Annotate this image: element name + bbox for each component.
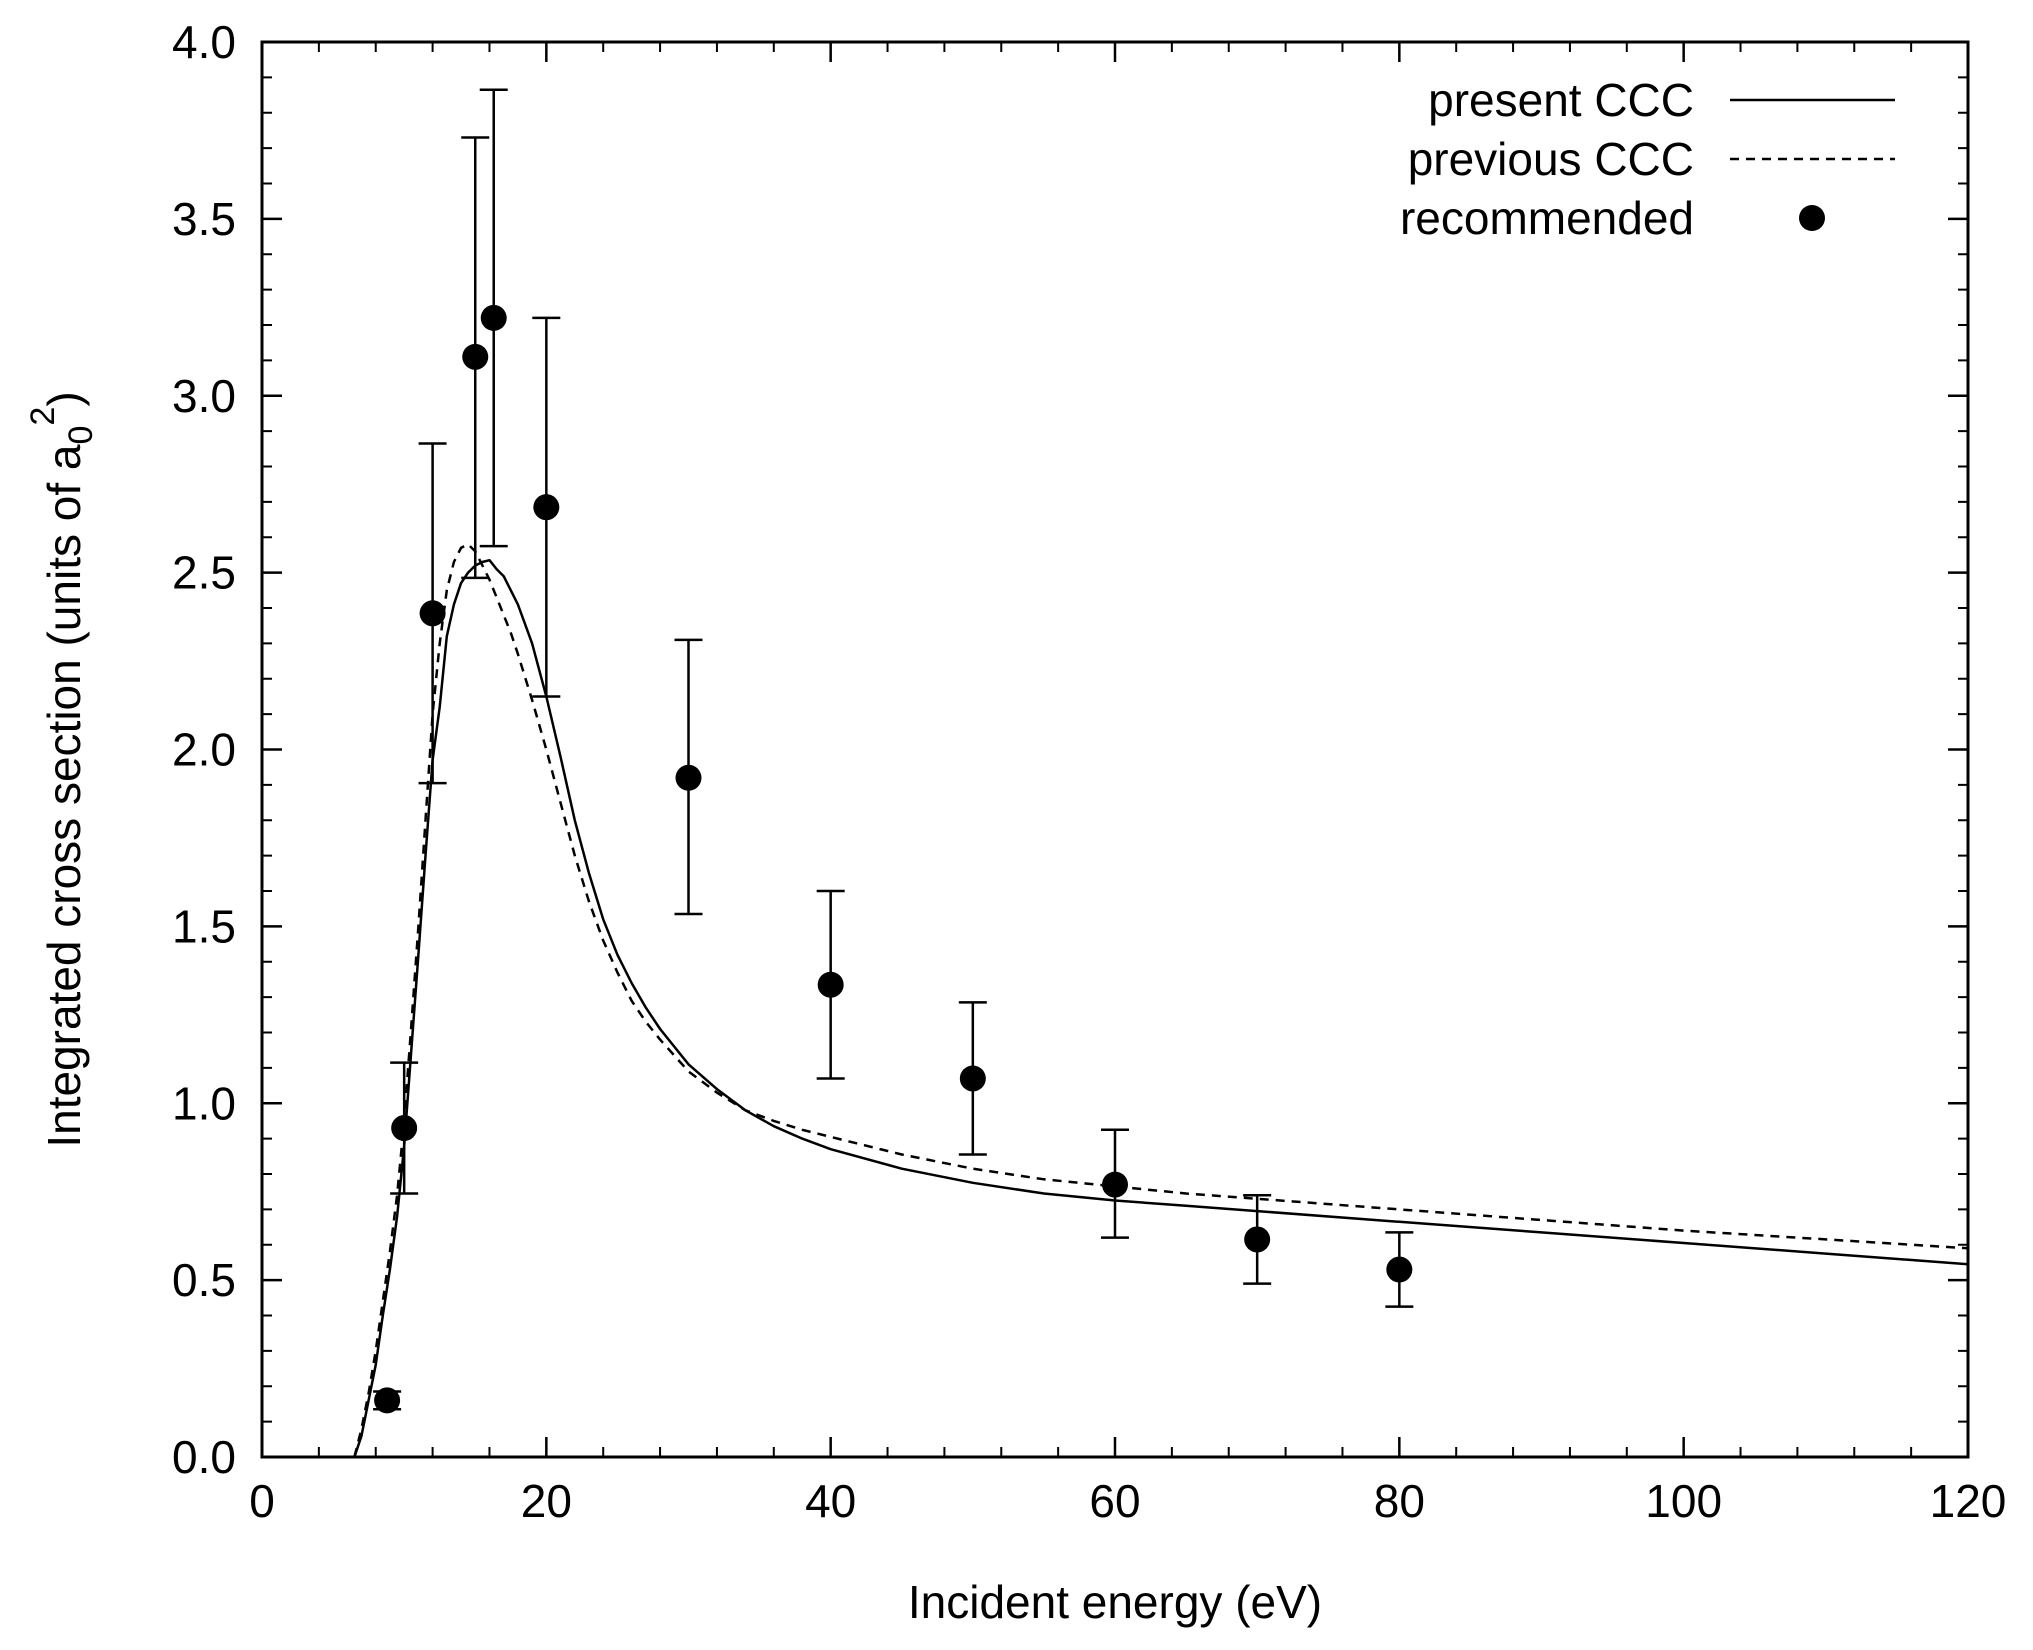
- data-point: [391, 1115, 418, 1142]
- x-tick-label: 120: [1930, 1475, 2007, 1527]
- legend: present CCC previous CCC recommended: [1400, 74, 1895, 244]
- y-axis-label-suffix: ): [38, 391, 90, 406]
- y-tick-label: 1.5: [172, 900, 236, 952]
- y-tick-label: 3.0: [172, 370, 236, 422]
- y-tick-label: 4.0: [172, 16, 236, 68]
- x-tick-label: 20: [521, 1475, 572, 1527]
- y-axis-label-prefix: Integrated cross section (units of a: [38, 444, 90, 1148]
- y-tick-label: 0.0: [172, 1431, 236, 1483]
- series-recommended: [373, 88, 1414, 1414]
- legend-label: recommended: [1400, 192, 1694, 244]
- x-axis-label: Incident energy (eV): [908, 1576, 1322, 1628]
- data-point: [959, 1065, 986, 1092]
- series-present-ccc: [353, 558, 1969, 1458]
- data-point: [1386, 1256, 1413, 1283]
- y-axis-label: Integrated cross section (units of a02): [24, 391, 100, 1147]
- legend-label: previous CCC: [1408, 133, 1694, 185]
- data-point: [419, 600, 446, 627]
- data-point: [1102, 1171, 1128, 1198]
- data-point: [533, 494, 560, 521]
- x-tick-label: 0: [249, 1475, 275, 1527]
- y-tick-label: 0.5: [172, 1254, 236, 1306]
- legend-marker: [1799, 205, 1825, 231]
- y-tick-label: 3.5: [172, 193, 236, 245]
- x-tick-label: 100: [1645, 1475, 1722, 1527]
- plot-series: [353, 88, 1969, 1458]
- y-axis-label-subscript: 0: [62, 426, 100, 445]
- data-point: [480, 304, 507, 331]
- series-previous-ccc: [353, 543, 1969, 1458]
- legend-label: present CCC: [1428, 74, 1694, 126]
- y-tick-label: 2.5: [172, 547, 236, 599]
- data-point: [462, 343, 489, 370]
- data-point: [817, 971, 844, 998]
- data-point: [374, 1387, 401, 1414]
- x-tick-label: 80: [1374, 1475, 1425, 1527]
- y-tick-label: 1.0: [172, 1077, 236, 1129]
- data-point: [675, 764, 702, 791]
- x-tick-label: 40: [805, 1475, 856, 1527]
- data-point: [1244, 1226, 1271, 1253]
- x-tick-label: 60: [1089, 1475, 1140, 1527]
- y-axis-label-superscript: 2: [24, 407, 62, 426]
- y-tick-label: 2.0: [172, 724, 236, 776]
- y-tick-labels: 0.0 0.5 1.0 1.5 2.0 2.5 3.0 3.5 4.0: [172, 16, 236, 1483]
- minor-ticks: [262, 42, 1968, 1457]
- x-tick-labels: 0 20 40 60 80 100 120: [249, 1475, 2006, 1527]
- plot-frame: [260, 40, 1970, 1459]
